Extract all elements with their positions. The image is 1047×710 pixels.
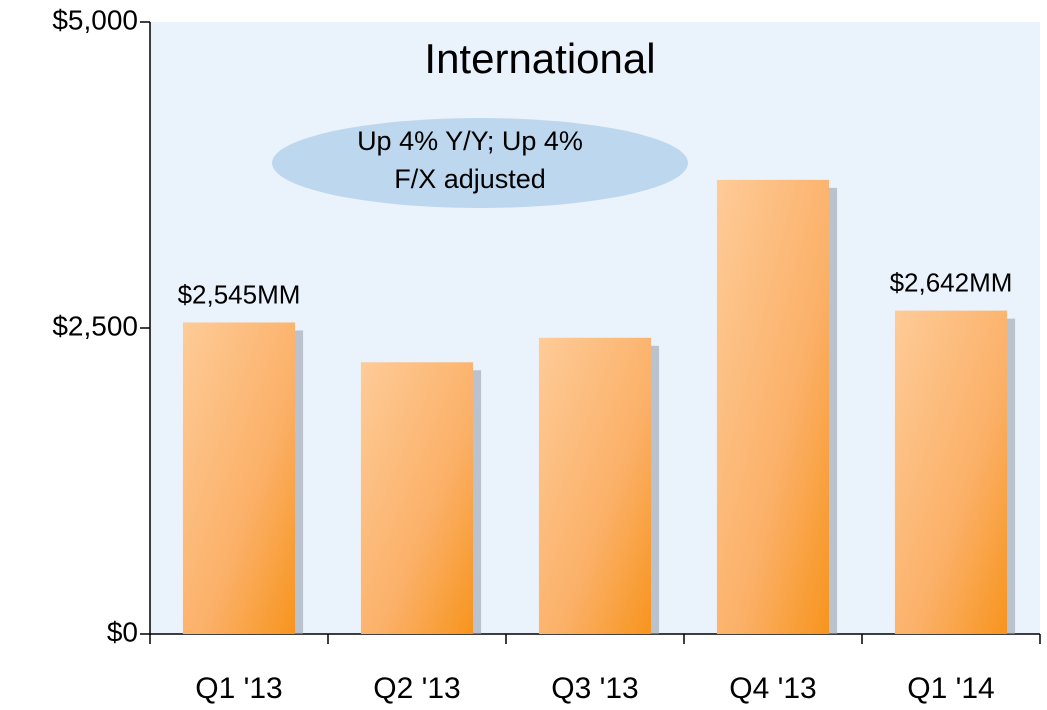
chart-title: International <box>424 35 655 82</box>
bar <box>894 310 1008 634</box>
y-tick-label: $0 <box>107 616 138 647</box>
y-tick-label: $5,000 <box>52 4 138 35</box>
x-tick-label: Q4 '13 <box>729 672 816 705</box>
x-tick-label: Q1 '14 <box>907 672 994 705</box>
x-tick-label: Q2 '13 <box>373 672 460 705</box>
x-tick-label: Q3 '13 <box>551 672 638 705</box>
bar <box>538 337 652 634</box>
value-label: $2,642MM <box>890 267 1013 297</box>
bar <box>716 179 830 634</box>
annotation-bubble <box>272 118 688 208</box>
annotation: F/X adjusted <box>394 164 546 194</box>
x-tick-label: Q1 '13 <box>195 672 282 705</box>
bar <box>182 322 296 634</box>
y-tick-label: $2,500 <box>52 310 138 341</box>
value-label: $2,545MM <box>178 279 301 309</box>
annotation: Up 4% Y/Y; Up 4% <box>357 126 583 156</box>
bar <box>360 362 474 634</box>
